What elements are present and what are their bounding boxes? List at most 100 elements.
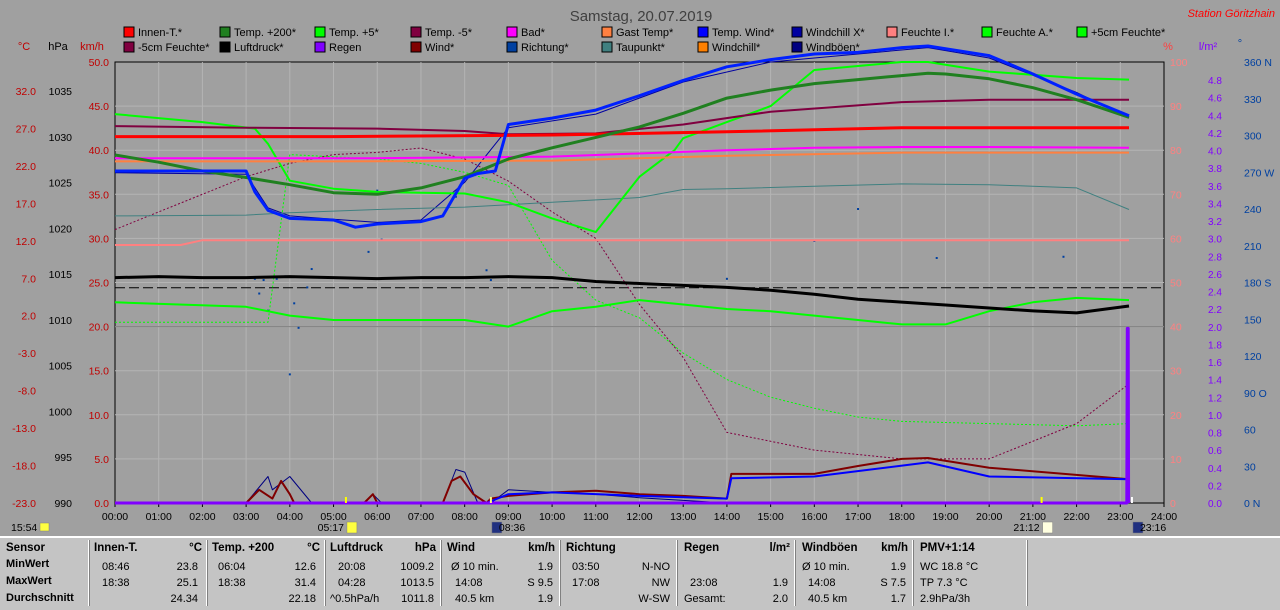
direction-point	[857, 208, 860, 210]
temp-tick-label: 22.0	[16, 161, 37, 173]
wind-r3-label: 40.5 km	[455, 593, 495, 605]
humidity-tick-label: 30	[1170, 366, 1182, 378]
pressure-tick-label: 1030	[49, 132, 73, 144]
direction-point	[310, 268, 313, 271]
wind-unit: km/h	[528, 542, 555, 554]
regen-unit: l/m²	[769, 542, 790, 554]
x-tick-label: 23:00	[1107, 511, 1133, 523]
legend-label: Temp. +200*	[234, 27, 297, 39]
regen-r3-label: Gesamt:	[684, 593, 726, 605]
legend-swatch	[791, 41, 803, 53]
legend-label: Taupunkt*	[616, 42, 666, 54]
direction-point	[367, 250, 370, 253]
innen-max: 25.1	[176, 577, 198, 589]
series-line	[115, 326, 1131, 505]
humidity-tick-label: 50	[1170, 278, 1182, 290]
direction-point	[1062, 255, 1065, 258]
series-line	[115, 146, 1130, 160]
pressure-tick-label: 995	[54, 452, 72, 464]
legend-label: Feuchte I.*	[901, 27, 955, 39]
legend-swatch	[219, 41, 231, 53]
wind-r1: 1.9	[537, 561, 553, 573]
legend-label: Regen	[329, 42, 361, 54]
direction-point	[306, 286, 309, 289]
pressure-axis-label: hPa	[48, 41, 68, 53]
legend-label: Windchill X*	[806, 27, 865, 39]
rain-tick-label: 2.8	[1208, 252, 1222, 263]
moonrise-label: 08:36	[499, 522, 525, 534]
legend-swatch	[697, 41, 709, 53]
sunset-icon	[1042, 521, 1053, 534]
innen-min: 23.8	[176, 561, 198, 573]
pressure-tick-label: 1035	[49, 86, 73, 98]
moonrise-icon	[491, 521, 503, 534]
legend-swatch	[981, 26, 993, 38]
richtung-r1-label: 03:50	[572, 561, 600, 573]
wind-tick-label: 15.0	[89, 366, 110, 378]
wind-tick-label: 30.0	[89, 233, 110, 245]
x-tick-label: 24:00	[1151, 511, 1177, 523]
direction-tick-label: 300	[1244, 131, 1262, 143]
temp-tick-label: 27.0	[16, 123, 37, 135]
series-line	[115, 44, 1130, 229]
boeen-r3: 1.7	[890, 593, 906, 605]
legend-label: Bad*	[521, 27, 546, 39]
stats-max-label: MaxWert	[6, 575, 52, 587]
richtung-r2-label: 17:08	[572, 577, 600, 589]
humidity-tick-label: 40	[1170, 322, 1182, 334]
grid: 00:00 01:00 02:00 03:00 04:00 05:00 06:00 07:00…	[102, 62, 1177, 523]
rain-tick-label: 1.2	[1208, 393, 1222, 404]
wind-tick-label: 25.0	[89, 278, 110, 290]
x-tick-label: 22:00	[1063, 511, 1089, 523]
richtung-header: Richtung	[566, 542, 616, 554]
rain-tick-label: 2.6	[1208, 270, 1222, 281]
temp-tick-label: -18.0	[12, 461, 36, 473]
temp-min-time: 06:04	[218, 561, 246, 573]
direction-axis-label: °	[1238, 38, 1242, 50]
pressure-tick-label: 1020	[49, 223, 73, 235]
temp-unit: °C	[307, 542, 320, 554]
rain-axis-label: l/m²	[1199, 41, 1218, 53]
boeen-header: Windböen	[802, 542, 858, 554]
wind-r2: S 9.5	[527, 577, 553, 589]
legend-swatch	[697, 26, 709, 38]
legend-swatch	[410, 41, 422, 53]
rain-tick-label: 0.6	[1208, 446, 1222, 457]
legend-label: Temp. +5*	[329, 27, 380, 39]
rain-tick-label: 3.0	[1208, 235, 1222, 246]
boeen-r1-label: Ø 10 min.	[802, 561, 850, 573]
direction-tick-label: 360 N	[1244, 57, 1272, 69]
innen-header: Innen-T.	[94, 542, 138, 554]
legend-swatch	[123, 41, 135, 53]
sunrise-label: 05:17	[318, 522, 344, 534]
legend-swatch	[410, 26, 422, 38]
pressure-tick-label: 1000	[49, 406, 73, 418]
x-tick-label: 21:00	[1020, 511, 1046, 523]
druck-min: 1009.2	[400, 561, 434, 573]
direction-tick-label: 120	[1244, 351, 1262, 363]
sunrise-icon	[346, 521, 358, 534]
druck-max: 1013.5	[400, 577, 434, 589]
statistics-panel: Sensor MinWert MaxWert Durchschnitt Inne…	[0, 536, 1280, 610]
wind-tick-label: 50.0	[89, 57, 110, 69]
richtung-r2: NW	[651, 577, 670, 589]
direction-point	[297, 326, 300, 329]
humidity-tick-label: 10	[1170, 454, 1182, 466]
rain-tick-label: 3.2	[1208, 217, 1222, 228]
legend-label: Luftdruck*	[234, 42, 284, 54]
direction-point	[454, 195, 457, 198]
direction-tick-label: 0 N	[1244, 498, 1260, 510]
direction-point	[725, 277, 728, 280]
x-tick-label: 06:00	[364, 511, 390, 523]
direction-point	[258, 292, 261, 295]
pressure-tick-label: 1025	[49, 178, 73, 190]
x-tick-label: 00:00	[102, 511, 128, 523]
rain-tick-label: 4.8	[1208, 76, 1222, 87]
rain-tick-label: 3.4	[1208, 199, 1222, 210]
direction-tick-label: 30	[1244, 461, 1256, 473]
boeen-r2: S 7.5	[880, 577, 906, 589]
direction-point	[376, 189, 379, 192]
x-tick-label: 03:00	[233, 511, 259, 523]
series-line	[115, 461, 1130, 504]
x-tick-label: 16:00	[801, 511, 827, 523]
